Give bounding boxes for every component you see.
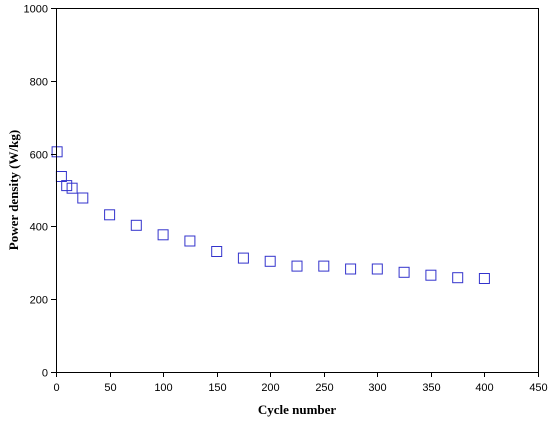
data-point [425,269,437,281]
data-point [318,260,330,272]
data-markers [51,146,490,284]
y-tick-label: 600 [30,150,48,162]
data-point [291,260,303,272]
data-point [157,229,169,241]
data-point [184,235,196,247]
plot-area-frame [56,8,539,373]
data-point [371,263,383,275]
data-point [211,246,223,257]
y-axis-ticks: 0 200 400 600 800 1000 [24,4,56,380]
x-axis-title: Cycle number [258,402,337,417]
y-tick-label: 0 [42,368,48,380]
x-tick-label: 250 [315,382,333,394]
y-tick-label: 800 [30,77,48,89]
x-tick-label: 100 [154,382,172,394]
x-tick-label: 50 [104,382,116,394]
data-point [398,266,410,278]
x-tick-label: 350 [422,382,440,394]
x-tick-label: 300 [368,382,386,394]
x-tick-label: 0 [53,382,59,394]
y-tick-label: 200 [30,295,48,307]
x-tick-label: 450 [529,382,547,394]
data-point [66,182,78,194]
y-tick-label: 1000 [24,4,48,16]
data-point [51,146,63,158]
data-point [104,209,116,221]
x-tick-label: 400 [475,382,493,394]
x-axis-ticks: 0 50 100 150 200 250 300 350 400 450 [53,372,548,394]
x-tick-label: 150 [208,382,226,394]
data-point [130,219,142,231]
y-tick-label: 400 [30,222,48,234]
data-point [237,252,249,264]
data-point [478,273,490,284]
data-point [77,192,89,204]
data-point [264,255,276,267]
data-point [55,171,67,182]
x-tick-label: 200 [261,382,279,394]
y-axis-title: Power density (W/kg) [6,130,21,250]
data-point [345,263,357,275]
data-point [452,272,464,284]
